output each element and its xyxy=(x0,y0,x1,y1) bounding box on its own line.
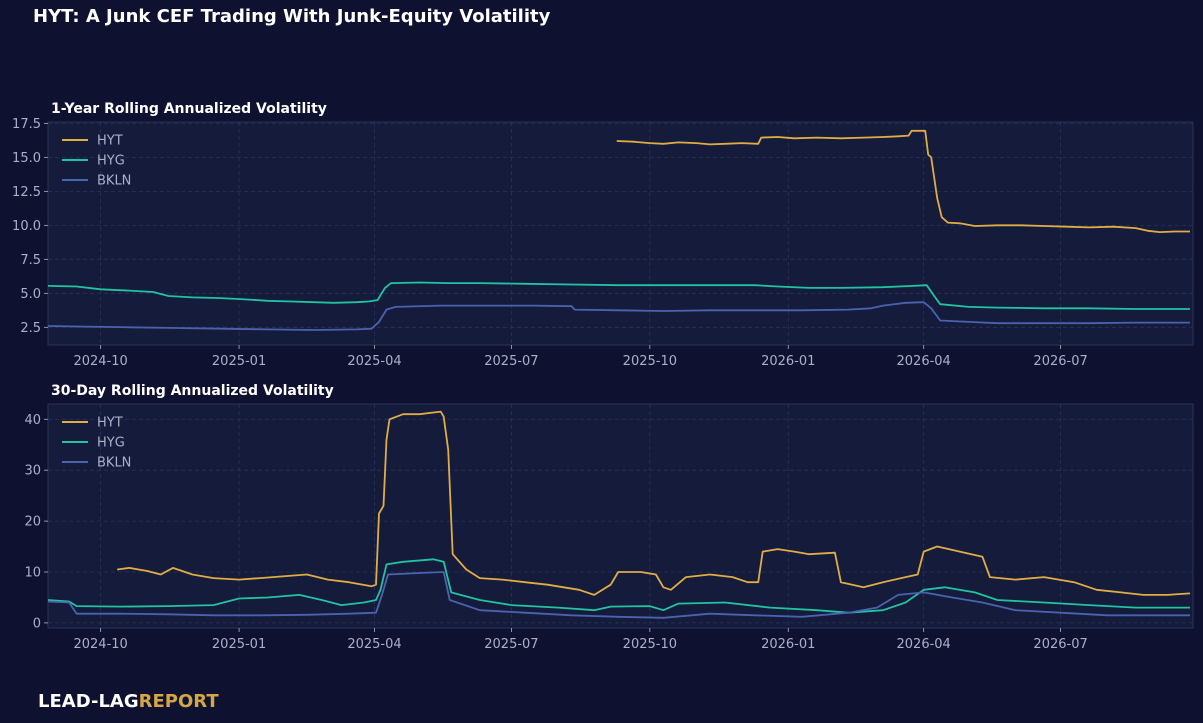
chart-panel-1: 1-Year Rolling Annualized Volatility 2.5 5… xyxy=(12,101,1194,369)
y-tick-label: 15.0 xyxy=(12,151,41,166)
y-tick-label: 7.5 xyxy=(20,253,41,268)
legend-label-bkln: BKLN xyxy=(97,174,131,189)
series-line-hyg xyxy=(47,281,1190,310)
legend-label-hyg: HYG xyxy=(97,154,125,169)
legend-label-hyt: HYT xyxy=(97,134,123,149)
x-tick-label: 2025-04 xyxy=(347,637,401,652)
y-tick-label: 20 xyxy=(24,515,41,530)
y-tick-label: 5.0 xyxy=(20,287,41,302)
y-tick-label: 17.5 xyxy=(12,117,41,132)
page-title: HYT: A Junk CEF Trading With Junk-Equity… xyxy=(33,6,551,27)
y-tick-label: 10 xyxy=(24,566,41,581)
y-tick-label: 30 xyxy=(24,464,41,479)
series-line-hyt xyxy=(117,410,1191,596)
chart-panel-2: 30-Day Rolling Annualized Volatility 0 10 2… xyxy=(24,383,1194,652)
x-tick-label: 2026-07 xyxy=(1033,637,1087,652)
y-tick-label: 40 xyxy=(24,413,41,428)
legend-label-hyt: HYT xyxy=(97,416,123,431)
brand-logo-part2: REPORT xyxy=(138,691,219,712)
series-line-bkln xyxy=(47,571,1190,619)
x-tick-label: 2026-04 xyxy=(897,637,951,652)
x-tick-label: 2025-10 xyxy=(623,354,677,369)
x-tick-label: 2026-07 xyxy=(1033,354,1087,369)
series-line-hyg xyxy=(47,558,1190,614)
chart-title: 1-Year Rolling Annualized Volatility xyxy=(51,101,327,117)
y-tick-label: 0 xyxy=(33,616,41,631)
x-tick-label: 2025-10 xyxy=(623,637,677,652)
brand-logo-part1: LEAD-LAG xyxy=(38,691,139,712)
x-tick-label: 2026-01 xyxy=(761,637,815,652)
y-tick-label: 12.5 xyxy=(12,185,41,200)
x-tick-label: 2024-10 xyxy=(73,637,127,652)
legend-label-hyg: HYG xyxy=(97,436,125,451)
brand-logo: LEAD-LAGREPORT xyxy=(38,691,219,712)
chart-title: 30-Day Rolling Annualized Volatility xyxy=(51,383,334,399)
legend-label-bkln: BKLN xyxy=(97,456,131,471)
plot-area xyxy=(47,403,1194,629)
y-tick-label: 2.5 xyxy=(20,321,41,336)
series-line-bkln xyxy=(47,301,1190,331)
x-tick-label: 2026-04 xyxy=(897,354,951,369)
x-tick-label: 2024-10 xyxy=(73,354,127,369)
x-tick-label: 2025-01 xyxy=(212,637,266,652)
x-tick-label: 2025-01 xyxy=(212,354,266,369)
series-line-hyt xyxy=(616,129,1190,233)
x-tick-label: 2025-07 xyxy=(484,354,538,369)
x-tick-label: 2025-07 xyxy=(484,637,538,652)
y-tick-label: 10.0 xyxy=(12,219,41,234)
x-tick-label: 2026-01 xyxy=(761,354,815,369)
x-tick-label: 2025-04 xyxy=(347,354,401,369)
plot-area xyxy=(47,121,1194,346)
